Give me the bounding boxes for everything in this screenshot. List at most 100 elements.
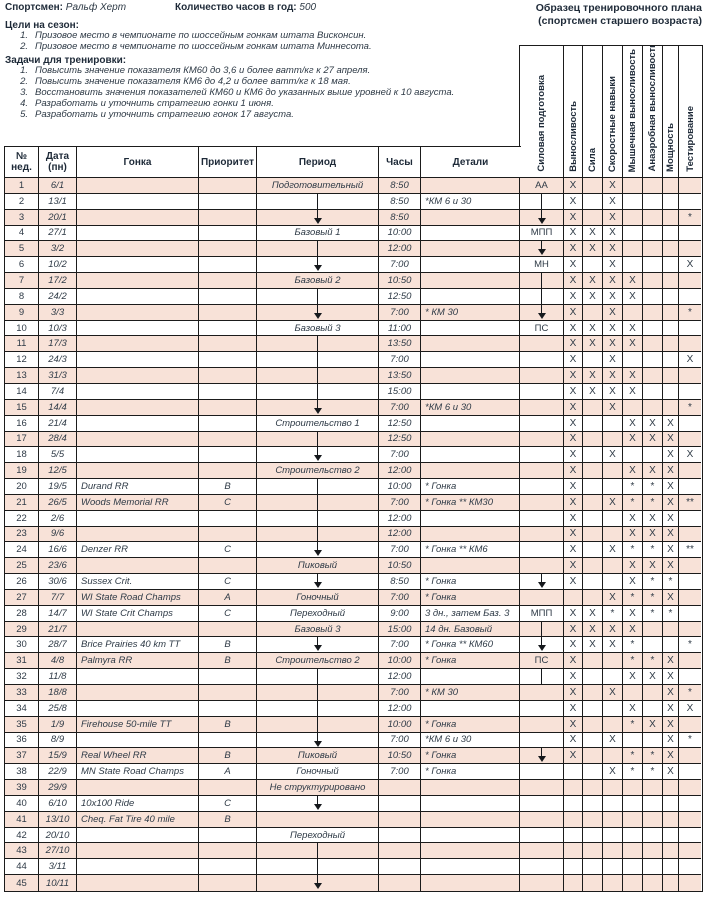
- list-item-text: Призовое место в чемпионате по шоссейным…: [35, 41, 372, 52]
- mark-cell-testing: [679, 589, 701, 606]
- mark-cell-muscular-endurance: *: [623, 748, 643, 765]
- date-cell: 17/3: [39, 336, 77, 353]
- strength-phase-cell: [520, 589, 564, 606]
- col-header-anaerobic-endurance: Анаэробная выносливость: [643, 46, 663, 177]
- page-title-line1: Образец тренировочного плана: [535, 2, 702, 14]
- mark-cell-testing: X: [679, 352, 701, 369]
- mark-cell-endurance: X: [564, 273, 583, 289]
- list-item-number: 2.: [20, 76, 28, 87]
- mark-cell-testing: **: [679, 542, 701, 559]
- mark-cell-force: [583, 209, 603, 226]
- mark-cell-testing: [679, 811, 701, 828]
- continuation-line: [316, 700, 319, 716]
- mark-cell-force: [583, 447, 603, 464]
- mark-cell-muscular-endurance: X: [623, 605, 643, 622]
- mark-cell-speed-skills: [603, 526, 623, 543]
- race-cell: MN State Road Champs: [77, 764, 199, 781]
- page-title-line2: (спортсмен старшего возраста): [538, 15, 702, 27]
- priority-cell: [199, 352, 257, 369]
- mark-cell-endurance: [564, 875, 583, 891]
- week-number-cell: 17: [5, 431, 39, 448]
- week-number-cell: 8: [5, 288, 39, 305]
- strength-phase-cell: [520, 241, 564, 258]
- mark-cell-speed-skills: X: [603, 447, 623, 464]
- mark-cell-testing: *: [679, 209, 701, 226]
- mark-cell-muscular-endurance: X: [623, 320, 643, 337]
- mark-cell-speed-skills: X: [603, 336, 623, 353]
- mark-cell-anaerobic-endurance: *: [643, 605, 663, 622]
- hours-cell: 12:00: [379, 526, 421, 543]
- hours-cell: 10:00: [379, 653, 421, 670]
- mark-cell-muscular-endurance: X: [623, 510, 643, 527]
- hours-cell: 12:50: [379, 415, 421, 432]
- date-cell: 2/6: [39, 510, 77, 527]
- week-number-cell: 16: [5, 415, 39, 432]
- strength-phase-cell: [520, 352, 564, 369]
- date-cell: 24/3: [39, 352, 77, 369]
- mark-cell-endurance: X: [564, 431, 583, 448]
- mark-cell-muscular-endurance: X: [623, 463, 643, 480]
- list-item: 3. Восстановить значения показателей КМ60…: [12, 87, 454, 98]
- mark-cell-endurance: X: [564, 178, 583, 194]
- mark-cell-endurance: X: [564, 526, 583, 543]
- race-cell: [77, 526, 199, 543]
- strength-phase-cell: [520, 383, 564, 400]
- hours-cell: 7:00: [379, 304, 421, 321]
- arrow-down-icon: [540, 304, 543, 313]
- mark-cell-speed-skills: X: [603, 637, 623, 654]
- strength-phase-cell: [520, 827, 564, 844]
- mark-cell-power: [663, 336, 679, 353]
- priority-cell: C: [199, 494, 257, 511]
- mark-cell-testing: [679, 321, 701, 337]
- arrow-down-icon: [537, 756, 546, 763]
- mark-cell-anaerobic-endurance: X: [643, 669, 663, 685]
- date-cell: 28/7: [39, 637, 77, 654]
- hours-cell: 12:00: [379, 510, 421, 527]
- list-item-text: Призовое место в чемпионате по шоссейным…: [35, 30, 367, 41]
- arrow-down-icon: [313, 803, 322, 810]
- period-cell: Гоночный: [257, 764, 379, 781]
- race-cell: [77, 827, 199, 844]
- annual-hours-value: 500: [299, 2, 317, 13]
- mark-cell-endurance: X: [564, 193, 583, 210]
- details-cell: *КМ 6 и 30: [421, 732, 520, 749]
- mark-cell-anaerobic-endurance: [643, 827, 663, 844]
- col-header-strength-training: Силовая подготовка: [520, 46, 564, 177]
- arrow-down-icon: [313, 217, 322, 224]
- mark-cell-endurance: X: [564, 368, 583, 384]
- mark-cell-force: [583, 463, 603, 480]
- mark-cell-muscular-endurance: [623, 193, 643, 210]
- priority-cell: B: [199, 479, 257, 495]
- strength-phase-cell: [520, 669, 564, 685]
- mark-cell-anaerobic-endurance: X: [643, 526, 663, 543]
- continuation-line: [316, 716, 319, 732]
- priority-cell: B: [199, 637, 257, 654]
- continuation-line: [540, 288, 543, 304]
- mark-cell-muscular-endurance: *: [623, 589, 643, 606]
- col-header-period: Период: [257, 147, 379, 177]
- details-cell: [421, 510, 520, 527]
- date-cell: 10/3: [39, 320, 77, 337]
- mark-cell-power: X: [663, 732, 679, 749]
- priority-cell: [199, 273, 257, 289]
- mark-cell-anaerobic-endurance: X: [643, 463, 663, 480]
- mark-cell-testing: [679, 226, 701, 242]
- mark-cell-anaerobic-endurance: *: [643, 764, 663, 781]
- continuation-line: [316, 859, 319, 875]
- hours-cell: 13:50: [379, 368, 421, 384]
- period-cell: Пиковый: [257, 748, 379, 765]
- details-cell: * Гонка: [421, 589, 520, 606]
- priority-cell: [199, 669, 257, 685]
- mark-cell-testing: [679, 653, 701, 670]
- list-item-text: Разработать и уточнить стратегию гонки 1…: [35, 98, 274, 109]
- hours-cell: 8:50: [379, 193, 421, 210]
- period-cell: [257, 336, 379, 353]
- mark-cell-power: X: [663, 700, 679, 717]
- date-cell: 24/2: [39, 288, 77, 305]
- race-cell: [77, 399, 199, 416]
- period-cell: [257, 700, 379, 717]
- mark-cell-force: X: [583, 621, 603, 638]
- race-cell: [77, 558, 199, 575]
- col-header-week-number: № нед.: [5, 147, 39, 177]
- mark-cell-endurance: X: [564, 700, 583, 717]
